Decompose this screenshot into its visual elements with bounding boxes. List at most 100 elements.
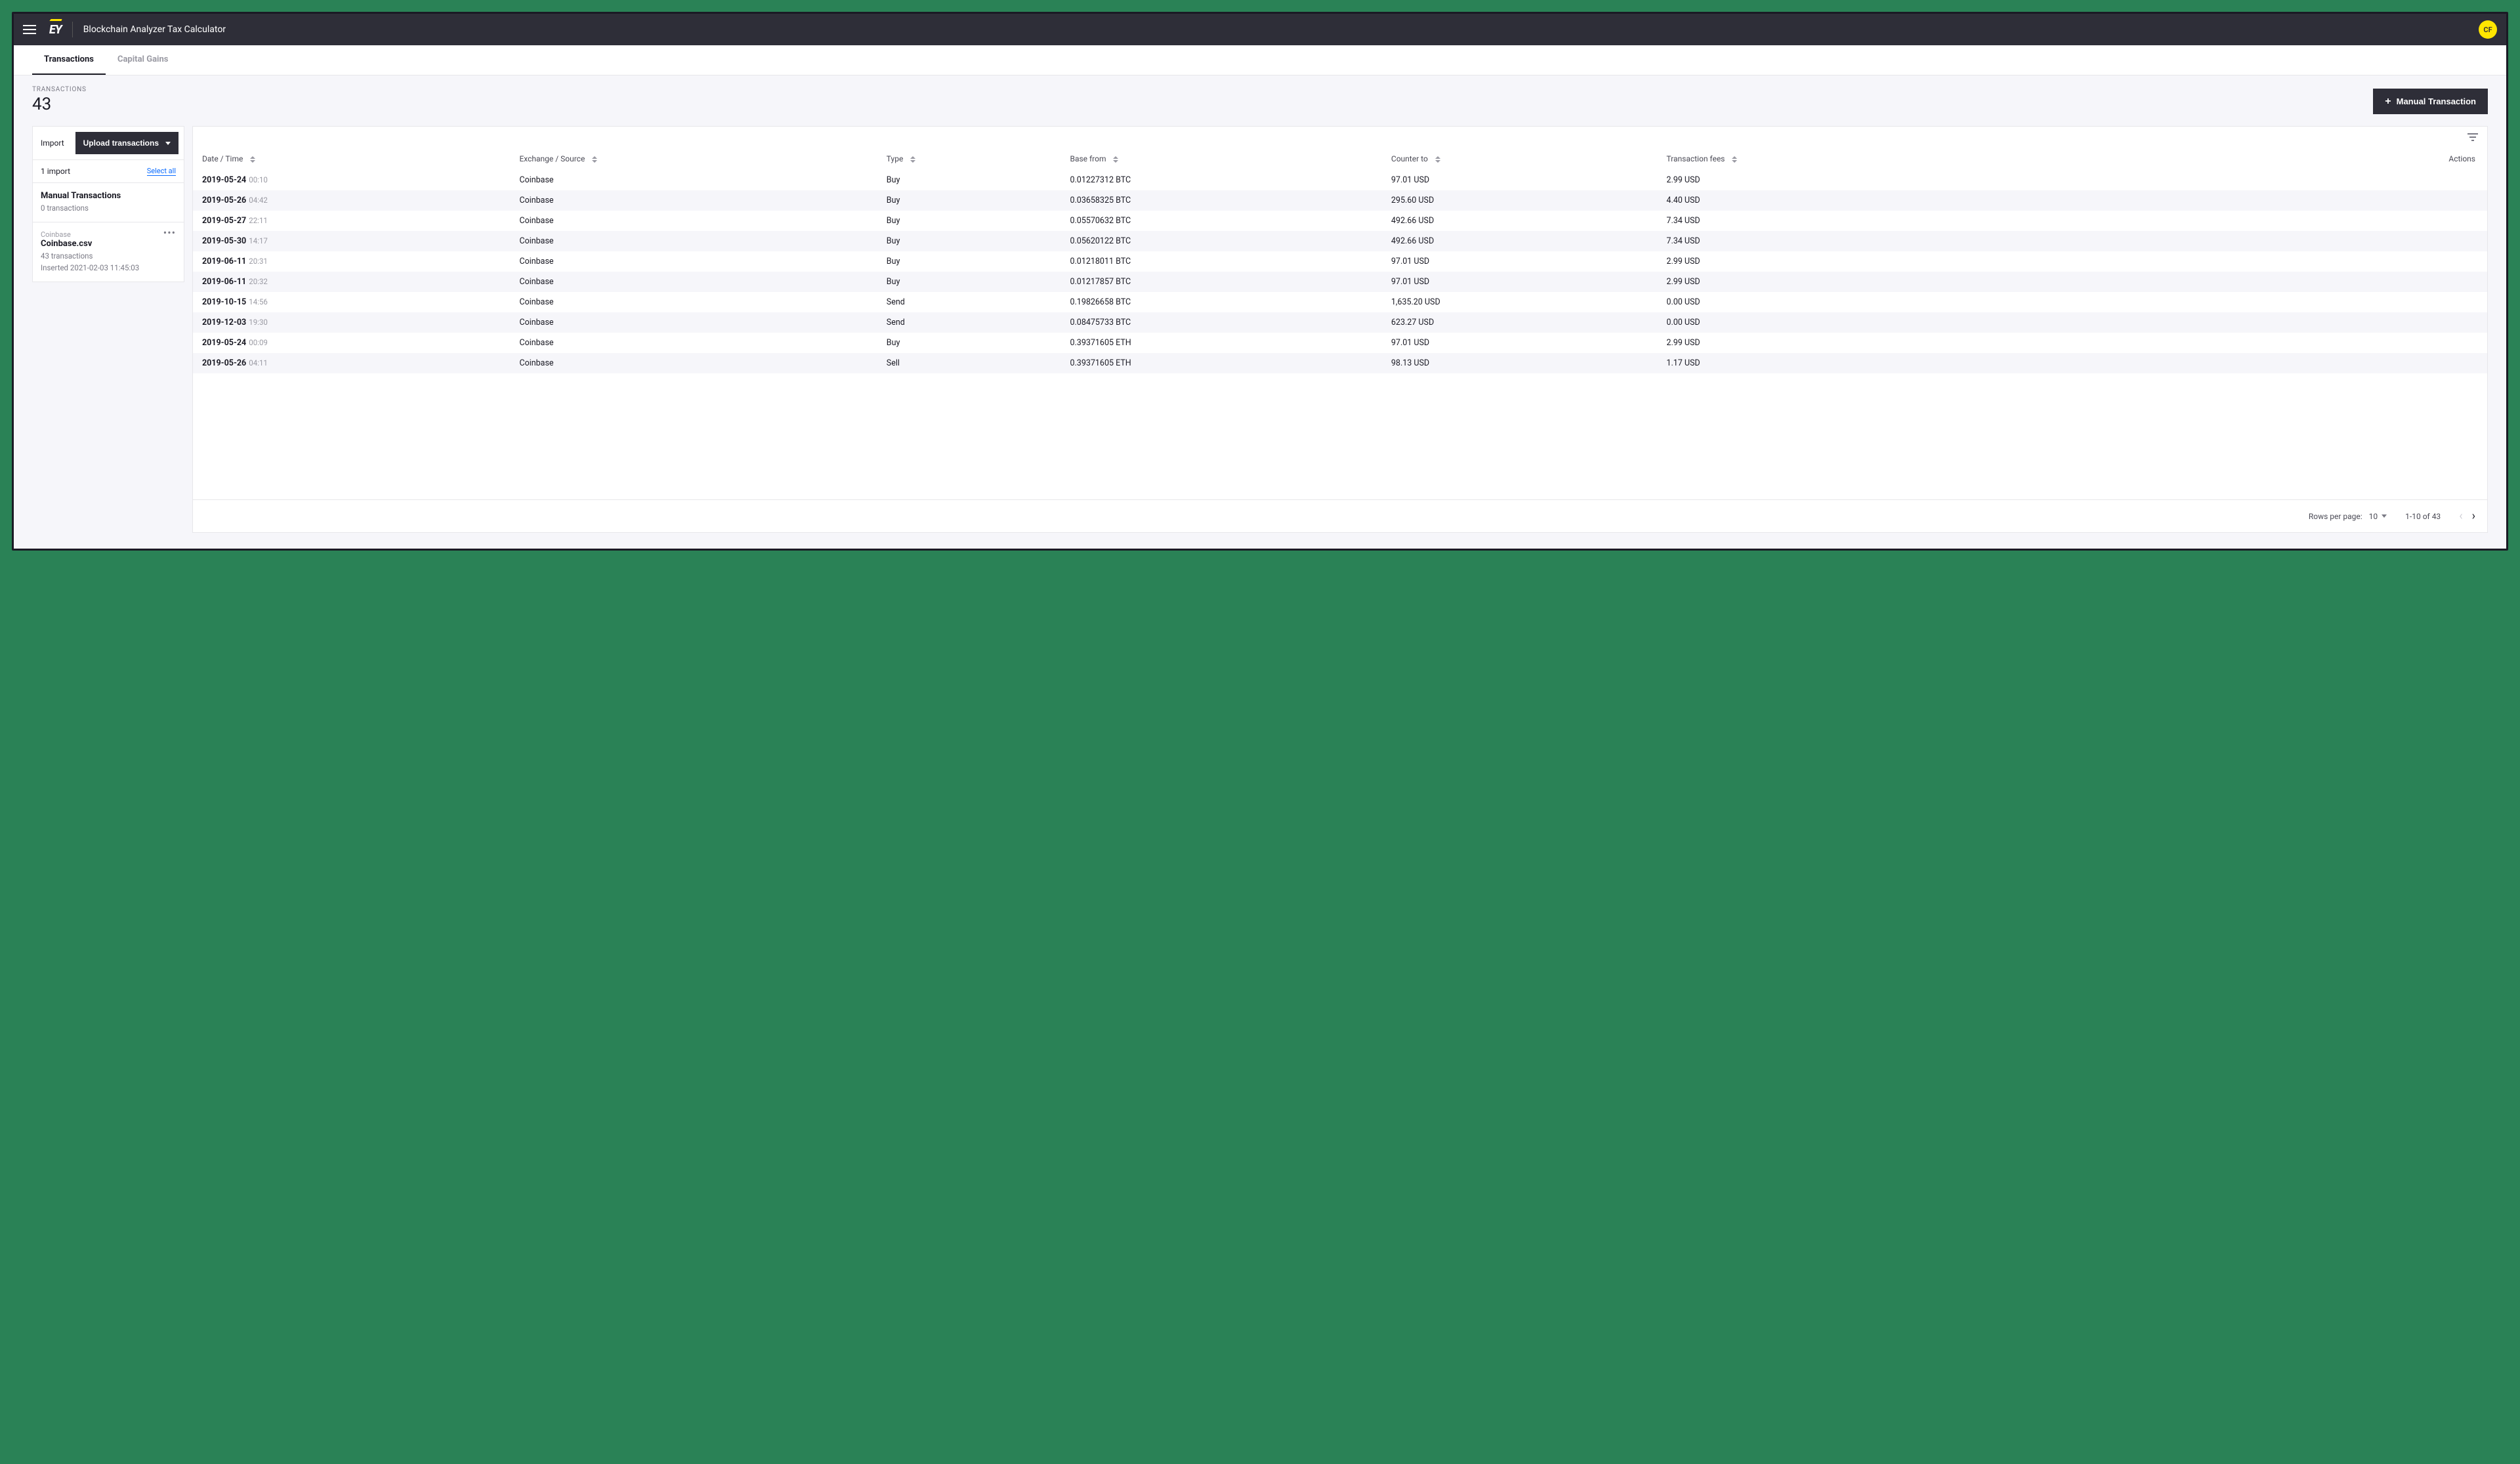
main-content: Import Upload transactions 1 import Sele…	[14, 126, 2506, 549]
rows-per-page-select[interactable]: 10	[2369, 512, 2387, 521]
chevron-down-icon	[2382, 514, 2387, 518]
cell-exchange: Coinbase	[514, 231, 881, 251]
upload-transactions-button[interactable]: Upload transactions	[75, 132, 178, 154]
source-count: 43 transactions	[41, 251, 176, 262]
cell-exchange: Coinbase	[514, 292, 881, 312]
col-counter[interactable]: Counter to	[1386, 148, 1662, 170]
cell-exchange: Coinbase	[514, 353, 881, 373]
divider	[72, 22, 73, 37]
cell-date: 2019-05-27	[202, 216, 246, 226]
tab-capital-gains[interactable]: Capital Gains	[106, 45, 180, 75]
tab-transactions[interactable]: Transactions	[32, 45, 106, 75]
table-row[interactable]: 2019-05-2400:10 CoinbaseBuy0.01227312 BTC…	[193, 170, 2487, 190]
col-actions: Actions	[1983, 148, 2487, 170]
table-row[interactable]: 2019-05-3014:17CoinbaseBuy0.05620122 BTC…	[193, 231, 2487, 251]
prev-page-button[interactable]: ‹	[2459, 509, 2462, 523]
tabs: Transactions Capital Gains	[14, 45, 2506, 75]
cell-type: Buy	[881, 170, 1065, 190]
col-base[interactable]: Base from	[1064, 148, 1385, 170]
select-all-link[interactable]: Select all	[147, 167, 176, 176]
cell-date: 2019-05-24	[202, 175, 246, 185]
table-row[interactable]: 2019-05-2400:09CoinbaseBuy0.39371605 ETH…	[193, 333, 2487, 353]
sort-icon	[910, 156, 915, 163]
menu-icon[interactable]	[23, 25, 36, 34]
cell-time: 14:17	[249, 236, 268, 245]
table-row[interactable]: 2019-06-1120:31CoinbaseBuy0.01218011 BTC…	[193, 251, 2487, 272]
cell-type: Buy	[881, 251, 1065, 272]
cell-base: 0.01217857 BTC	[1064, 272, 1385, 292]
cell-actions	[1983, 272, 2487, 292]
cell-actions	[1983, 231, 2487, 251]
cell-type: Send	[881, 292, 1065, 312]
cell-time: 19:30	[249, 318, 268, 327]
next-page-button[interactable]: ›	[2472, 509, 2475, 523]
cell-time: 04:11	[249, 358, 268, 367]
sort-icon	[1113, 156, 1118, 163]
table-row[interactable]: 2019-05-2722:11CoinbaseBuy0.05570632 BTC…	[193, 211, 2487, 231]
cell-time: 00:10	[249, 175, 268, 184]
cell-counter: 98.13 USD	[1386, 353, 1662, 373]
source-file: Coinbase.csv	[41, 239, 176, 249]
cell-fees: 7.34 USD	[1661, 231, 1982, 251]
manual-transactions-block[interactable]: Manual Transactions 0 transactions	[33, 183, 184, 222]
cell-date: 2019-10-15	[202, 297, 246, 307]
cell-actions	[1983, 190, 2487, 211]
col-date[interactable]: Date / Time	[193, 148, 514, 170]
cell-date: 2019-05-30	[202, 236, 246, 246]
cell-actions	[1983, 170, 2487, 190]
transactions-label: TRANSACTIONS	[32, 86, 87, 93]
cell-base: 0.08475733 BTC	[1064, 312, 1385, 333]
cell-actions	[1983, 353, 2487, 373]
cell-fees: 2.99 USD	[1661, 333, 1982, 353]
cell-type: Buy	[881, 272, 1065, 292]
cell-fees: 4.40 USD	[1661, 190, 1982, 211]
cell-base: 0.05570632 BTC	[1064, 211, 1385, 231]
more-icon[interactable]: •••	[163, 230, 176, 236]
cell-type: Sell	[881, 353, 1065, 373]
cell-time: 00:09	[249, 338, 268, 347]
table-row[interactable]: 2019-06-1120:32CoinbaseBuy0.01217857 BTC…	[193, 272, 2487, 292]
cell-counter: 492.66 USD	[1386, 231, 1662, 251]
cell-date: 2019-12-03	[202, 318, 246, 327]
cell-counter: 1,635.20 USD	[1386, 292, 1662, 312]
col-type[interactable]: Type	[881, 148, 1065, 170]
cell-exchange: Coinbase	[514, 211, 881, 231]
cell-counter: 492.66 USD	[1386, 211, 1662, 231]
source-provider: Coinbase	[41, 230, 71, 239]
cell-actions	[1983, 312, 2487, 333]
sort-icon	[250, 156, 255, 163]
table-row[interactable]: 2019-05-2604:11CoinbaseSell0.39371605 ET…	[193, 353, 2487, 373]
table-row[interactable]: 2019-10-1514:56CoinbaseSend0.19826658 BT…	[193, 292, 2487, 312]
cell-date: 2019-05-26	[202, 358, 246, 368]
pagination-range: 1-10 of 43	[2405, 512, 2441, 521]
cell-fees: 0.00 USD	[1661, 312, 1982, 333]
user-avatar[interactable]: CF	[2479, 20, 2497, 39]
table-row[interactable]: 2019-05-2604:42CoinbaseBuy0.03658325 BTC…	[193, 190, 2487, 211]
cell-fees: 7.34 USD	[1661, 211, 1982, 231]
cell-base: 0.01227312 BTC	[1064, 170, 1385, 190]
transactions-count: 43	[32, 94, 87, 114]
import-source-block[interactable]: Coinbase ••• Coinbase.csv 43 transaction…	[33, 222, 184, 282]
cell-date: 2019-05-24	[202, 338, 246, 348]
cell-actions	[1983, 292, 2487, 312]
import-count: 1 import	[41, 167, 70, 176]
cell-base: 0.01218011 BTC	[1064, 251, 1385, 272]
table-footer: Rows per page: 10 1-10 of 43 ‹ ›	[193, 499, 2487, 532]
app-window: EY Blockchain Analyzer Tax Calculator CF…	[12, 12, 2508, 551]
cell-fees: 2.99 USD	[1661, 170, 1982, 190]
cell-exchange: Coinbase	[514, 170, 881, 190]
app-title: Blockchain Analyzer Tax Calculator	[83, 24, 226, 35]
table-row[interactable]: 2019-12-0319:30CoinbaseSend0.08475733 BT…	[193, 312, 2487, 333]
manual-transaction-button[interactable]: + Manual Transaction	[2373, 89, 2488, 114]
cell-exchange: Coinbase	[514, 251, 881, 272]
top-bar: EY Blockchain Analyzer Tax Calculator CF	[14, 14, 2506, 45]
cell-exchange: Coinbase	[514, 272, 881, 292]
filter-icon[interactable]	[2468, 133, 2478, 141]
cell-date: 2019-06-11	[202, 257, 246, 266]
chevron-down-icon	[165, 142, 171, 145]
col-fees[interactable]: Transaction fees	[1661, 148, 1982, 170]
transactions-table-panel: Date / Time Exchange / Source Type	[192, 126, 2488, 533]
import-label: Import	[41, 138, 64, 148]
col-exchange[interactable]: Exchange / Source	[514, 148, 881, 170]
cell-time: 14:56	[249, 297, 268, 306]
